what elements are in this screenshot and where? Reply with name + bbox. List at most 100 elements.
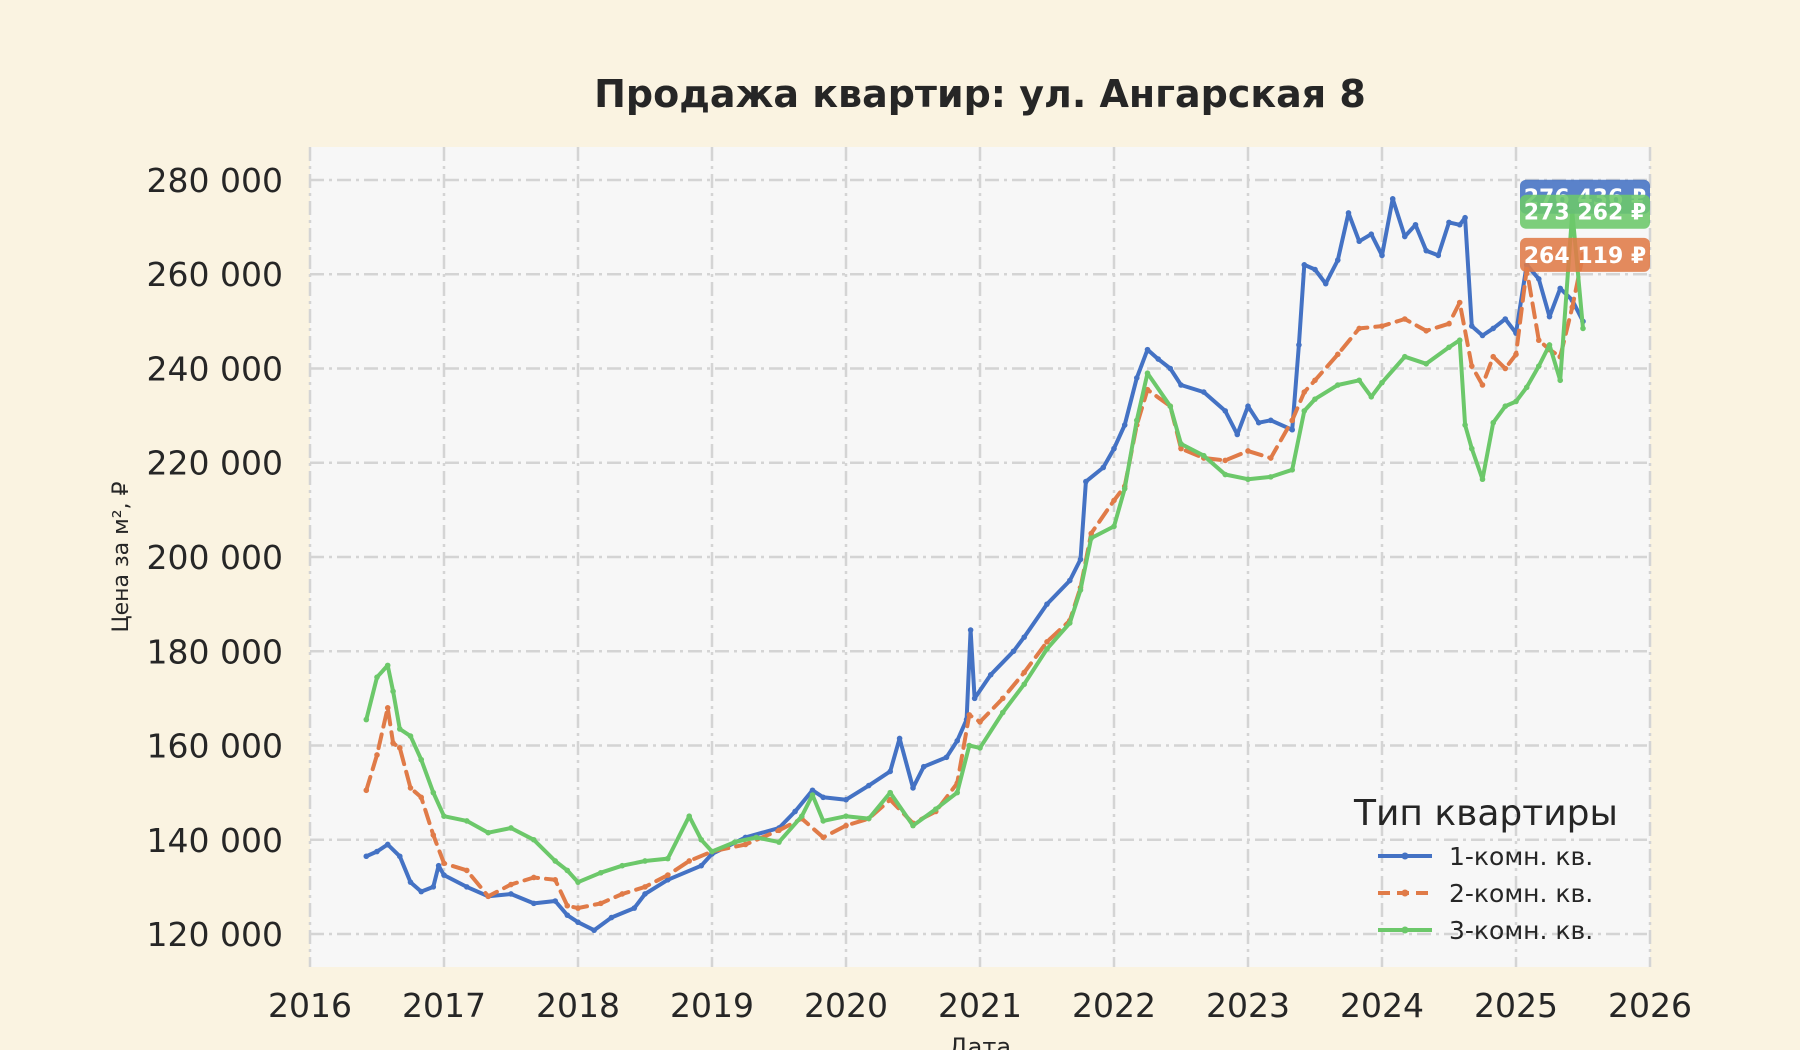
series-point-2 xyxy=(1312,377,1318,384)
series-point-1 xyxy=(430,884,437,890)
series-point-2 xyxy=(1569,304,1576,311)
series-point-1 xyxy=(1334,257,1341,263)
series-point-3 xyxy=(1167,403,1174,409)
series-point-2 xyxy=(619,891,626,897)
series-point-1 xyxy=(1289,426,1296,433)
series-point-1 xyxy=(865,782,872,789)
series-point-1 xyxy=(1021,634,1028,640)
series-point-3 xyxy=(1379,379,1385,386)
legend-label: 1-комн. кв. xyxy=(1449,842,1593,871)
series-point-1 xyxy=(1462,214,1468,221)
series-point-3 xyxy=(1557,377,1564,384)
series-point-1 xyxy=(1155,356,1162,362)
series-point-3 xyxy=(1401,353,1408,360)
series-point-3 xyxy=(731,839,738,845)
legend-item-3: 3-комн. кв. xyxy=(1378,916,1593,945)
series-point-3 xyxy=(552,858,559,864)
series-point-3 xyxy=(1021,681,1028,688)
legend-item-2: 2-комн. кв. xyxy=(1378,879,1593,908)
series-point-2 xyxy=(384,705,391,711)
series-point-2 xyxy=(1468,363,1475,369)
series-point-3 xyxy=(1479,476,1486,483)
series-point-3 xyxy=(1368,393,1375,400)
series-point-3 xyxy=(709,848,715,855)
series-point-3 xyxy=(910,822,916,829)
series-point-3 xyxy=(1245,476,1251,483)
series-point-2 xyxy=(1356,325,1363,332)
series-point-1 xyxy=(887,768,894,775)
series-point-2 xyxy=(390,740,396,746)
series-point-1 xyxy=(820,794,827,801)
series-point-1 xyxy=(809,787,816,794)
series-point-3 xyxy=(753,834,760,841)
legend-title: Тип квартиры xyxy=(1353,793,1618,834)
series-point-3 xyxy=(1121,485,1128,492)
series-point-3 xyxy=(820,818,827,824)
series-point-3 xyxy=(798,813,805,819)
series-point-1 xyxy=(1435,252,1442,259)
y-tick-label: 120 000 xyxy=(147,915,283,954)
series-point-3 xyxy=(575,879,581,885)
series-point-1 xyxy=(1178,382,1184,388)
series-point-1 xyxy=(1356,238,1363,245)
series-point-2 xyxy=(508,881,514,888)
legend-items: 1-комн. кв. 2-комн. кв. 3-комн. кв. xyxy=(1378,842,1593,945)
series-point-1 xyxy=(1502,316,1509,322)
series-point-1 xyxy=(1077,556,1084,563)
series-point-3 xyxy=(966,742,973,749)
end-value-label: 264 119 ₽ xyxy=(1524,244,1646,269)
series-point-1 xyxy=(1144,346,1151,353)
series-point-1 xyxy=(1066,577,1073,584)
series-point-1 xyxy=(407,879,414,885)
series-point-3 xyxy=(664,855,671,862)
series-point-1 xyxy=(591,927,597,934)
series-point-3 xyxy=(1301,408,1308,414)
series-point-1 xyxy=(1379,252,1385,259)
series-point-3 xyxy=(1289,467,1296,473)
series-point-2 xyxy=(999,695,1006,702)
series-point-2 xyxy=(564,902,571,909)
series-point-3 xyxy=(407,733,414,739)
series-point-1 xyxy=(608,914,615,921)
series-point-1 xyxy=(435,862,442,869)
grid xyxy=(308,147,1652,967)
series-point-3 xyxy=(374,674,380,680)
end-value-label: 273 262 ₽ xyxy=(1524,201,1646,226)
series-point-1 xyxy=(1044,601,1050,607)
series-point-3 xyxy=(1222,471,1229,478)
series-point-1 xyxy=(1312,266,1318,273)
series-point-1 xyxy=(508,891,514,897)
series-point-2 xyxy=(1479,382,1486,388)
series-point-1 xyxy=(1468,323,1475,329)
series-point-2 xyxy=(1502,365,1509,372)
series-layer xyxy=(363,196,1586,934)
end-value-badge-bg xyxy=(1520,194,1650,229)
series-point-3 xyxy=(1267,474,1274,480)
series-point-1 xyxy=(954,737,961,744)
series-point-2 xyxy=(1490,353,1497,360)
series-point-3 xyxy=(1088,535,1095,541)
series-point-1 xyxy=(1234,431,1241,438)
series-point-1 xyxy=(1222,408,1229,414)
series-point-1 xyxy=(374,848,380,855)
series-point-3 xyxy=(1200,452,1207,459)
y-tick-label: 180 000 xyxy=(147,632,283,671)
series-point-1 xyxy=(530,900,537,907)
legend-marker xyxy=(1401,889,1409,897)
series-point-3 xyxy=(1423,360,1430,367)
series-point-3 xyxy=(430,789,437,796)
y-tick-label: 280 000 xyxy=(147,161,283,200)
chart-title: Продажа квартир: ул. Ангарская 8 xyxy=(594,72,1366,116)
series-point-3 xyxy=(1468,445,1475,452)
series-point-3 xyxy=(418,756,425,763)
series-point-1 xyxy=(1535,276,1542,282)
series-point-1 xyxy=(1557,285,1564,292)
series-point-1 xyxy=(463,884,470,890)
series-point-3 xyxy=(384,662,391,669)
series-point-1 xyxy=(792,808,798,815)
series-point-3 xyxy=(865,815,872,822)
legend-label: 3-комн. кв. xyxy=(1449,916,1593,945)
series-point-1 xyxy=(552,898,559,904)
series-point-1 xyxy=(1490,325,1497,332)
